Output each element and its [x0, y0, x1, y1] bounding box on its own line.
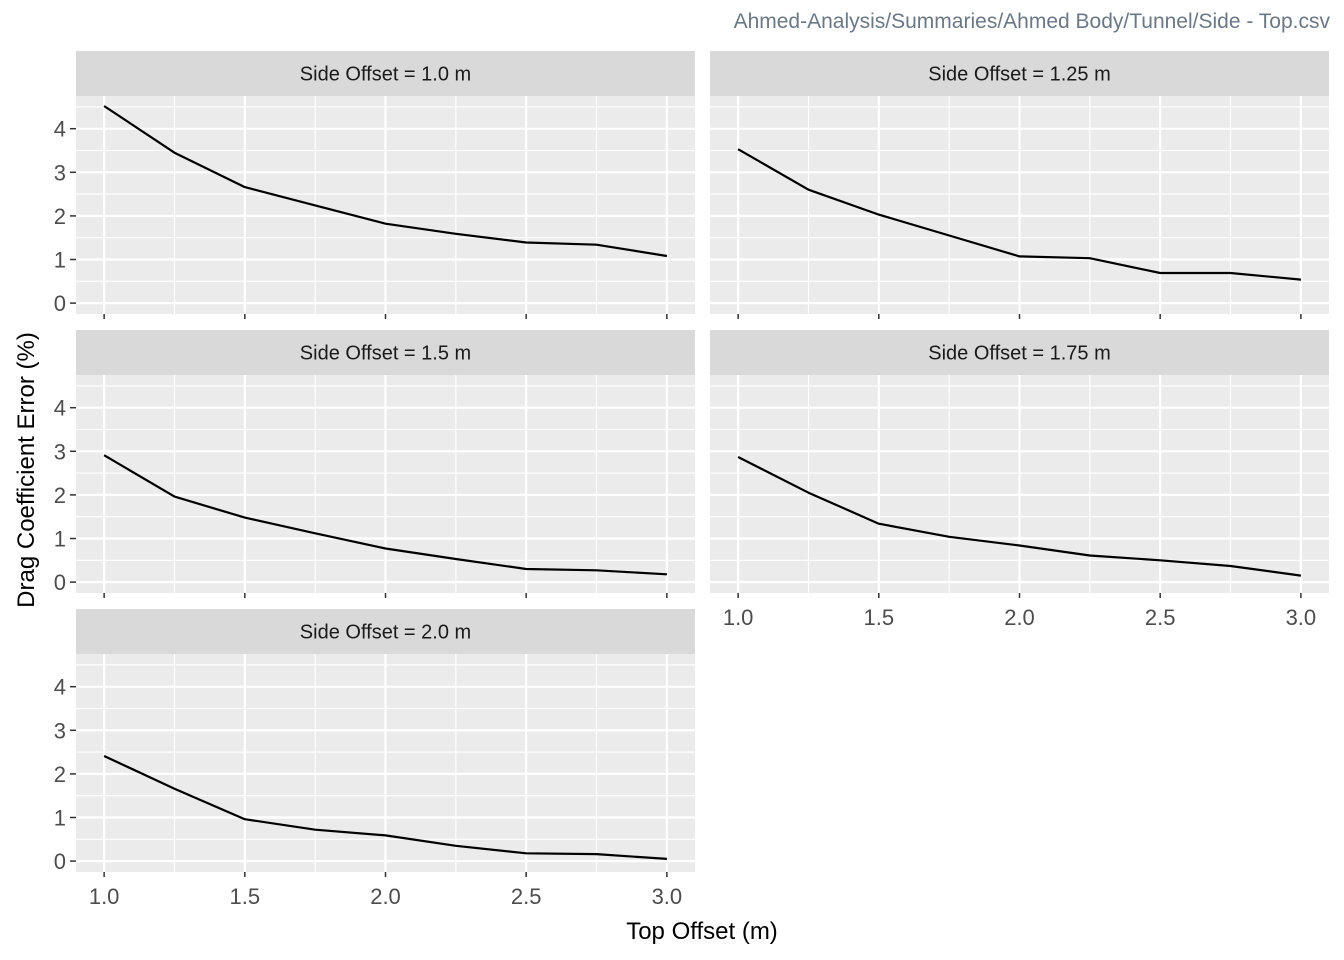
x-tick-label: 2.0 [1004, 605, 1035, 630]
x-tick-label: 1.0 [89, 884, 120, 909]
y-tick-label: 1 [54, 527, 66, 552]
y-tick-label: 3 [54, 439, 66, 464]
facet-strip-label: Side Offset = 1.0 m [300, 64, 471, 86]
y-tick-label: 2 [54, 483, 66, 508]
series-line [737, 148, 1302, 281]
y-tick-label: 4 [54, 675, 66, 700]
caption: Ahmed-Analysis/Summaries/Ahmed Body/Tunn… [733, 10, 1330, 33]
facet-strip [710, 51, 1329, 96]
x-tick-label: 2.5 [511, 884, 542, 909]
x-tick-label: 2.5 [1145, 605, 1176, 630]
facet-strip-label: Side Offset = 1.75 m [928, 343, 1111, 365]
x-tick-label: 1.5 [230, 884, 261, 909]
y-tick-label: 1 [54, 806, 66, 831]
y-tick-label: 1 [54, 248, 66, 273]
x-tick-label: 3.0 [1286, 605, 1317, 630]
y-tick-label: 0 [54, 291, 66, 316]
x-tick-label: 1.0 [723, 605, 754, 630]
x-tick-label: 3.0 [652, 884, 683, 909]
y-tick-label: 0 [54, 570, 66, 595]
y-tick-label: 4 [54, 117, 66, 142]
facet-strip [76, 330, 695, 375]
series-line [103, 454, 667, 576]
y-tick-label: 4 [54, 396, 66, 421]
facet-strip [76, 51, 695, 96]
y-tick-label: 0 [54, 849, 66, 874]
facet-strip-label: Side Offset = 2.0 m [300, 622, 471, 644]
facet-strip-label: Side Offset = 1.25 m [928, 64, 1111, 86]
facet-strip [710, 330, 1329, 375]
y-tick-label: 3 [54, 160, 66, 185]
facet-strip [76, 609, 695, 654]
y-axis-title: Drag Coefficient Error (%) [13, 332, 40, 608]
y-tick-label: 2 [54, 762, 66, 787]
x-tick-label: 2.0 [370, 884, 401, 909]
x-axis-title: Top Offset (m) [626, 918, 778, 945]
x-tick-label: 1.5 [864, 605, 895, 630]
series-line [103, 755, 667, 860]
y-tick-label: 2 [54, 204, 66, 229]
y-tick-label: 3 [54, 718, 66, 743]
series-line [103, 105, 668, 258]
series-line [737, 456, 1302, 577]
facet-strip-label: Side Offset = 1.5 m [300, 343, 471, 365]
